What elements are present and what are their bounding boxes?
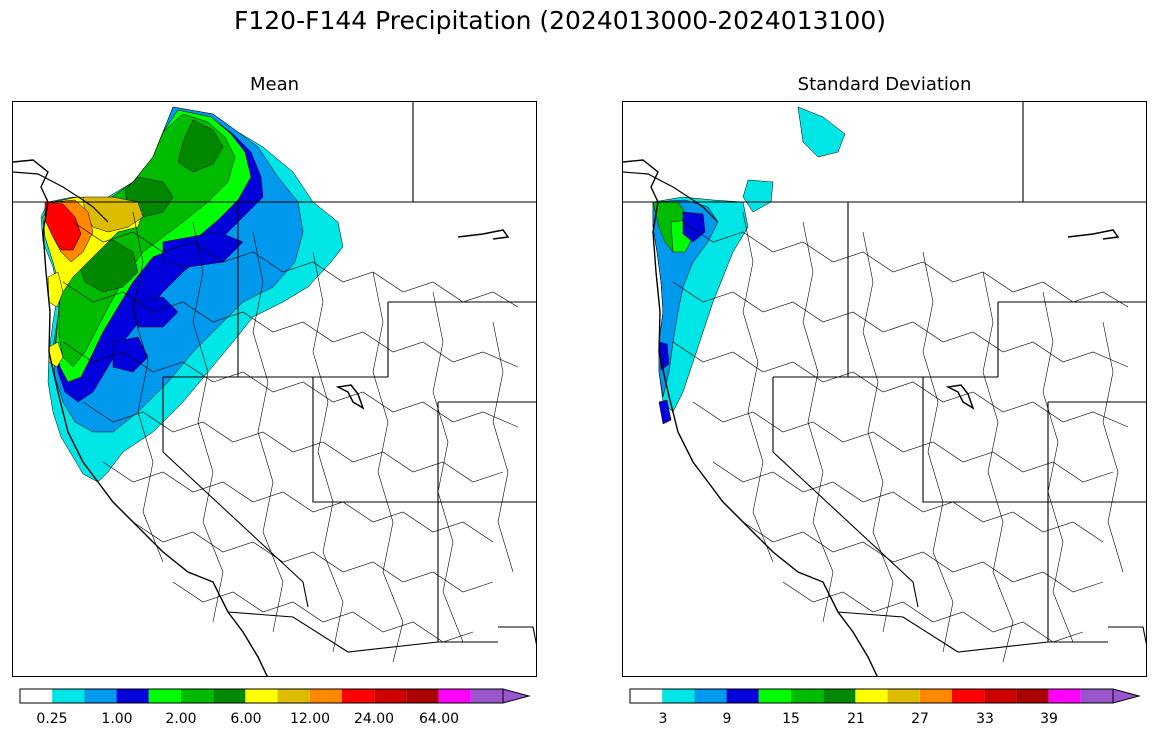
stddev-coastline <box>623 159 878 676</box>
colorbar-swatch <box>342 689 375 703</box>
colorbar-outline <box>629 688 1114 704</box>
colorbar-swatch <box>309 689 342 703</box>
mean-colorbar-tick: 1.00 <box>101 711 133 727</box>
mean-colorbar-tick: 24.00 <box>353 711 395 727</box>
colorbar-swatch <box>116 689 149 703</box>
stddev-colorbar <box>629 688 1141 704</box>
colorbar-swatch <box>277 689 310 703</box>
mean-colorbar-tick: 2.00 <box>165 711 197 727</box>
colorbar-swatch <box>855 689 888 703</box>
stddev-colorbar-tick: 3 <box>658 711 668 727</box>
figure-title: F120-F144 Precipitation (2024013000-2024… <box>233 6 886 35</box>
mean-map-canvas <box>13 102 536 676</box>
mean-lake-outline <box>335 384 365 410</box>
stddev-basin-boundaries <box>672 211 1129 663</box>
mean-colorbar-tick: 12.00 <box>289 711 331 727</box>
colorbar-swatch <box>758 689 791 703</box>
stddev-map <box>622 101 1147 677</box>
mean-river <box>457 229 510 240</box>
mean-colorbar-tick: 0.25 <box>36 711 68 727</box>
mean-coastline <box>13 159 268 676</box>
mean-salish-sea <box>13 171 109 223</box>
mean-colorbar-tick: 64.00 <box>418 711 460 727</box>
stddev-river <box>1067 229 1120 240</box>
colorbar-swatch <box>20 689 53 703</box>
colorbar-swatch <box>406 689 439 703</box>
mean-colorbar-tick: 6.00 <box>230 711 262 727</box>
stddev-panel-title: Standard Deviation <box>797 74 972 95</box>
colorbar-swatch <box>1048 689 1081 703</box>
colorbar-swatch <box>919 689 952 703</box>
colorbar-extend-arrow <box>502 688 531 704</box>
colorbar-swatch <box>984 689 1017 703</box>
stddev-map-canvas <box>623 102 1146 676</box>
mean-panel-title: Mean <box>249 74 300 95</box>
colorbar-swatch <box>470 689 503 703</box>
colorbar-extend-arrow <box>1112 688 1141 704</box>
stddev-colorbar-tick: 39 <box>1040 711 1058 727</box>
stddev-political-borders <box>623 102 1146 653</box>
colorbar-swatch <box>245 689 278 703</box>
colorbar-swatch <box>438 689 471 703</box>
stddev-colorbar-tick: 33 <box>976 711 994 727</box>
mean-map <box>12 101 537 677</box>
colorbar-swatch <box>952 689 985 703</box>
stddev-lake-outline <box>945 384 975 410</box>
colorbar-swatch <box>662 689 695 703</box>
colorbar-swatch <box>791 689 824 703</box>
mean-colorbar-swatches <box>19 688 531 704</box>
colorbar-swatch <box>181 689 214 703</box>
colorbar-swatch <box>694 689 727 703</box>
mean-political-borders <box>13 102 536 653</box>
stddev-colorbar-tick: 9 <box>722 711 732 727</box>
stddev-colorbar-tick: 15 <box>782 711 800 727</box>
stddev-colorbar-tick: 21 <box>847 711 865 727</box>
stddev-colorbar-tick: 27 <box>911 711 929 727</box>
colorbar-swatch <box>1080 689 1113 703</box>
colorbar-swatch <box>374 689 407 703</box>
colorbar-swatch <box>823 689 856 703</box>
colorbar-outline <box>19 688 504 704</box>
stddev-colorbar-swatches <box>629 688 1141 704</box>
colorbar-swatch <box>213 689 246 703</box>
colorbar-swatch <box>52 689 85 703</box>
colorbar-swatch <box>1016 689 1049 703</box>
stddev-precip-shading <box>652 106 846 425</box>
stddev-salish-sea <box>623 171 719 223</box>
colorbar-swatch <box>887 689 920 703</box>
colorbar-swatch <box>84 689 117 703</box>
colorbar-swatch <box>630 689 663 703</box>
colorbar-swatch <box>148 689 181 703</box>
colorbar-swatch <box>726 689 759 703</box>
mean-colorbar <box>19 688 531 704</box>
